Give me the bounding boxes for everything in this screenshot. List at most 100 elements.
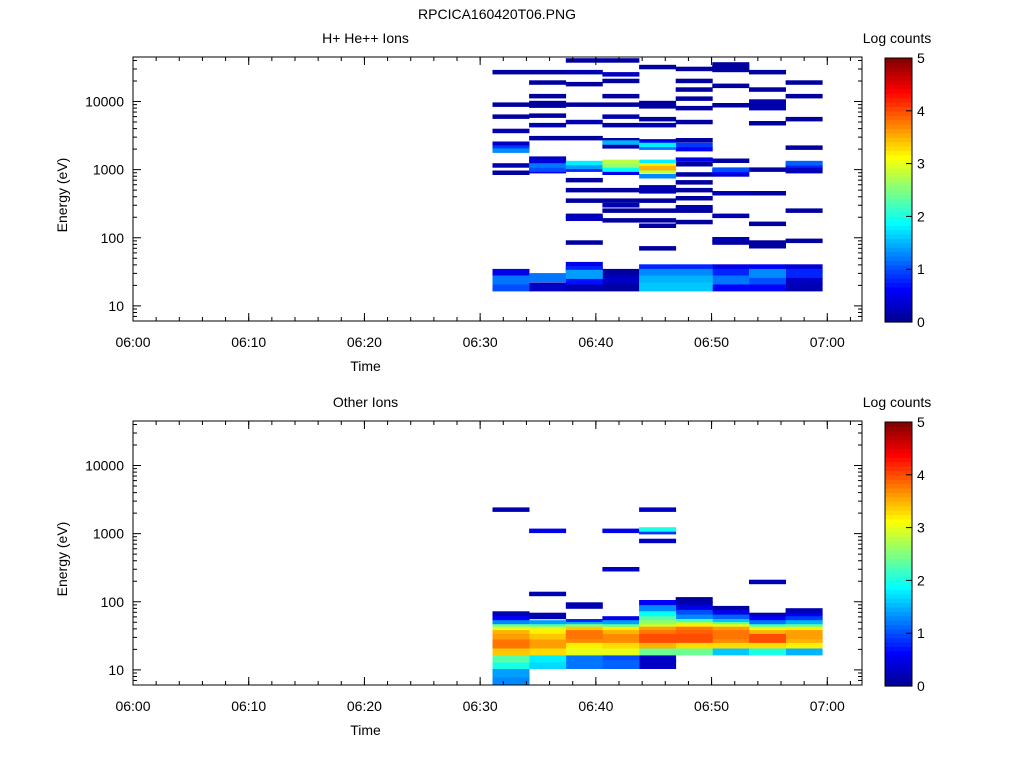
colorbar-tick-label: 0 <box>917 678 925 694</box>
heatmap-cell <box>785 630 823 640</box>
colorbar-segment <box>885 278 912 283</box>
heatmap-cell <box>749 103 786 108</box>
colorbar-segment <box>885 150 912 156</box>
heatmap-cell <box>712 639 750 649</box>
heatmap-cell <box>675 196 713 201</box>
heatmap-cell <box>712 237 750 242</box>
colorbar-frame <box>884 421 913 687</box>
heatmap-cell <box>749 264 786 274</box>
colorbar-segment <box>885 466 912 471</box>
heatmap-cell <box>639 139 677 144</box>
heatmap-cell <box>565 135 603 141</box>
heatmap-cell <box>675 614 713 622</box>
heatmap-cell <box>602 282 640 292</box>
heatmap-cell <box>492 620 530 627</box>
x-tick-label: 06:20 <box>347 698 382 714</box>
heatmap-cell <box>712 172 750 177</box>
heatmap-cell <box>675 180 713 185</box>
colorbar-segment <box>885 650 912 656</box>
colorbar-segment <box>885 470 912 476</box>
colorbar-segment <box>885 247 912 253</box>
colorbar-tick-label: 3 <box>917 156 925 172</box>
heatmap-cell <box>492 141 530 146</box>
heatmap-cell <box>712 158 750 163</box>
colorbar-segment <box>885 220 912 226</box>
heatmap-cell <box>639 282 677 292</box>
colorbar-segment <box>885 273 912 279</box>
heatmap-cell <box>639 275 677 285</box>
colorbar-segment <box>885 295 912 301</box>
heatmap-cell <box>602 78 640 84</box>
heatmap-cell <box>602 167 640 172</box>
colorbar-segment <box>885 308 912 314</box>
heatmap-cell <box>602 159 640 165</box>
colorbar-label: Log counts <box>863 30 932 46</box>
heatmap-cell <box>639 616 677 623</box>
colorbar-segment <box>885 545 912 551</box>
heatmap-cell <box>492 639 530 649</box>
heatmap-cell <box>565 660 603 669</box>
x-tick-label: 06:30 <box>463 334 498 350</box>
heatmap-cell <box>675 146 713 152</box>
heatmap-cell <box>529 633 567 643</box>
heatmap-cell <box>749 87 786 92</box>
heatmap-cell <box>785 275 823 285</box>
heatmap-cell <box>675 138 713 143</box>
colorbar-segment <box>885 510 912 515</box>
plot-frame <box>132 56 863 322</box>
heatmap-cell <box>565 177 603 183</box>
colorbar-tick-label: 5 <box>917 414 925 430</box>
heatmap-cell <box>785 268 823 278</box>
colorbar-segment <box>885 300 912 305</box>
heatmap-cell <box>639 208 677 213</box>
heatmap-cell <box>565 58 603 63</box>
heatmap-cell <box>749 167 786 172</box>
heatmap-cell <box>639 527 677 532</box>
colorbar-segment <box>885 88 912 94</box>
heatmap-cell <box>785 612 823 620</box>
colorbar-segment <box>885 672 912 678</box>
heatmap-cell <box>639 538 677 544</box>
heatmap-cell <box>675 633 713 643</box>
x-tick-label: 06:00 <box>115 698 150 714</box>
colorbar-tick-label: 4 <box>917 467 925 483</box>
colorbar-segment <box>885 527 912 533</box>
colorbar-segment <box>885 242 912 248</box>
colorbar-label: Log counts <box>863 394 932 410</box>
colorbar-segment <box>885 119 912 125</box>
colorbar-segment <box>885 457 912 463</box>
heatmap-cell <box>639 145 677 150</box>
colorbar-segment <box>885 501 912 507</box>
colorbar-segment <box>885 291 912 297</box>
colorbar-segment <box>885 97 912 103</box>
colorbar-segment <box>885 589 912 595</box>
colorbar-segment <box>885 571 912 577</box>
colorbar-tick-label: 5 <box>917 50 925 66</box>
colorbar-segment <box>885 580 912 586</box>
colorbar-segment <box>885 567 912 573</box>
colorbar-segment <box>885 488 912 493</box>
colorbar-segment <box>885 505 912 511</box>
heatmap-cell <box>565 282 603 292</box>
heatmap-cell <box>785 238 823 244</box>
heatmap-cell <box>639 639 677 649</box>
heatmap-cell <box>712 268 750 278</box>
heatmap-cell <box>712 67 750 73</box>
heatmap-cell <box>675 208 713 213</box>
heatmap-cell <box>712 630 750 640</box>
colorbar-segment <box>885 461 912 467</box>
heatmap-cell <box>565 653 603 663</box>
colorbar-segment <box>885 110 912 116</box>
heatmap-cell <box>492 611 530 618</box>
heatmap-cell <box>639 529 677 535</box>
heatmap-cell <box>529 612 567 620</box>
heatmap-cell <box>639 185 677 190</box>
colorbar-tick-label: 1 <box>917 625 925 641</box>
heatmap-cell <box>675 219 713 225</box>
colorbar-segment <box>885 593 912 599</box>
colorbar-segment <box>885 212 912 217</box>
colorbar-segment <box>885 624 912 630</box>
heatmap-cell <box>565 213 603 219</box>
heatmap-cell <box>565 81 603 87</box>
colorbar-segment <box>885 194 912 200</box>
